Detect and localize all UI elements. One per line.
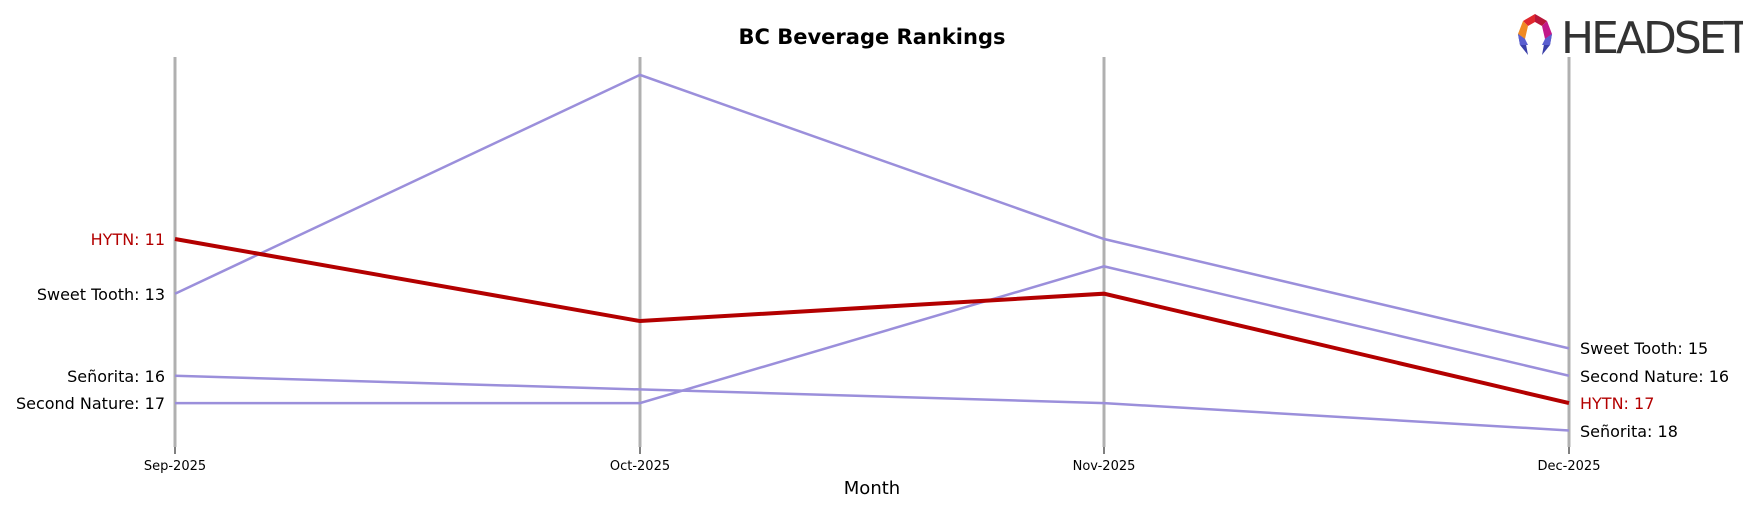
headset-logo-text: HEADSET [1561, 13, 1743, 62]
series-line-se-orita [174, 374, 1570, 432]
x-tick-label: Dec-2025 [1538, 459, 1601, 474]
series-line-second-nature [175, 265, 1570, 405]
end-rank-label: Second Nature: 16 [1580, 367, 1729, 386]
end-rank-label: Sweet Tooth: 15 [1580, 339, 1708, 358]
headset-logo: HEADSET [1518, 13, 1743, 62]
series-line-hytn [174, 237, 1570, 406]
x-axis-label: Month [844, 478, 900, 499]
start-rank-label: HYTN: 11 [91, 230, 165, 249]
start-rank-label: Second Nature: 17 [16, 394, 165, 413]
month-axes: Sep-2025 Oct-2025 Nov-2025 Dec-2025 [144, 57, 1601, 474]
x-tick-label: Sep-2025 [144, 459, 206, 474]
start-rank-label: Sweet Tooth: 13 [37, 285, 165, 304]
end-rank-label: HYTN: 17 [1580, 394, 1654, 413]
end-rank-label: Señorita: 18 [1580, 422, 1678, 441]
series-lines [174, 73, 1570, 432]
series-line-sweet-tooth [174, 73, 1570, 350]
right-labels: Sweet Tooth: 15 Second Nature: 16 HYTN: 17… [1580, 339, 1729, 441]
left-labels: HYTN: 11 Sweet Tooth: 13 Señorita: 16 Secon… [16, 230, 165, 413]
chart-title: BC Beverage Rankings [739, 25, 1006, 49]
x-tick-label: Nov-2025 [1073, 459, 1136, 474]
x-tick-label: Oct-2025 [610, 459, 670, 474]
headset-logo-icon [1518, 14, 1552, 55]
start-rank-label: Señorita: 16 [67, 367, 165, 386]
